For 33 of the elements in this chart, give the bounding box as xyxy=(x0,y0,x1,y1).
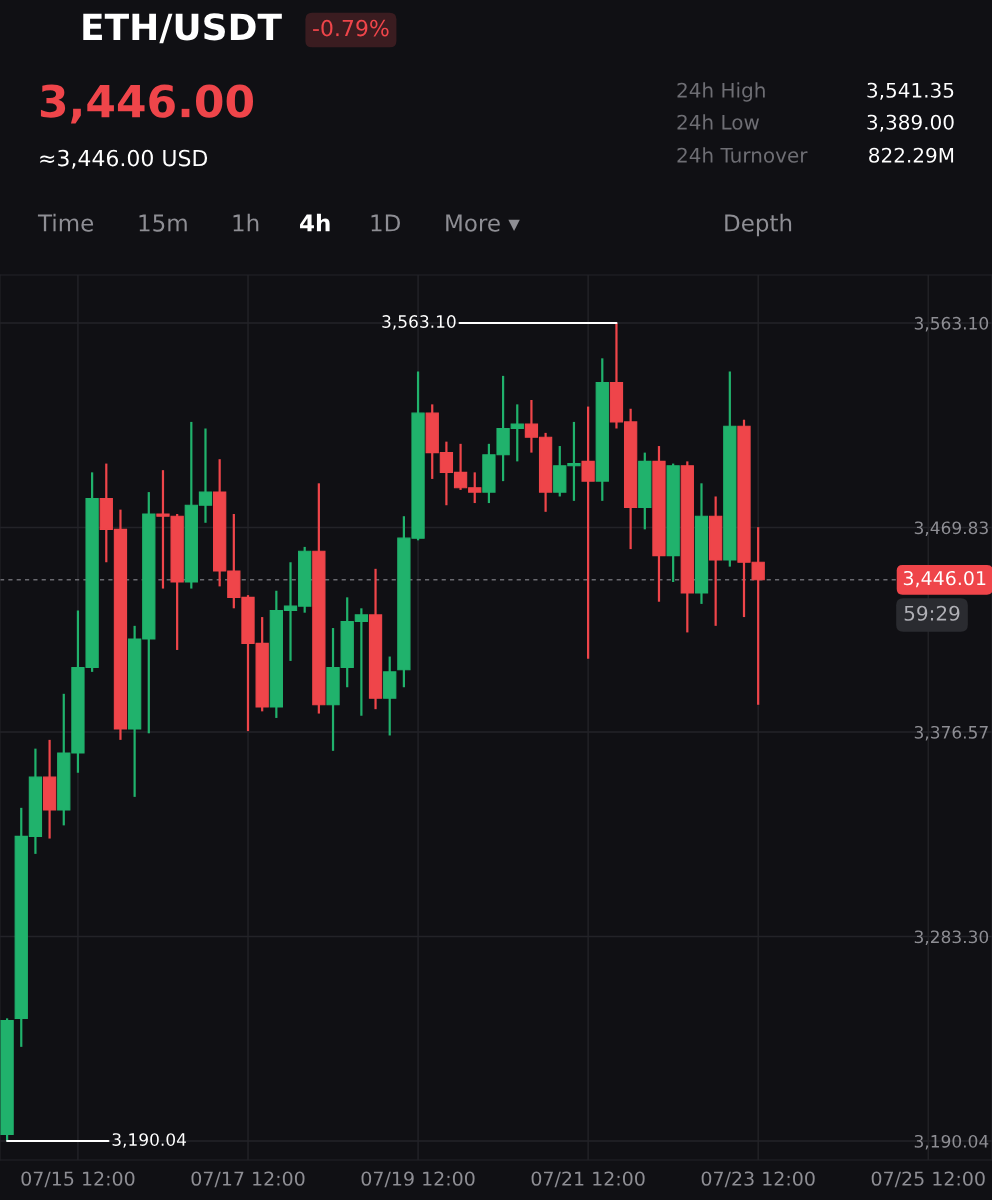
text: 24h High xyxy=(677,82,765,102)
annotation: 3,190.04 xyxy=(112,1133,186,1148)
text: 1D xyxy=(371,214,400,232)
y-tick-label: 3,376.57 xyxy=(914,725,988,741)
text: 24h Low xyxy=(677,114,760,130)
chart-subtitle: -0.79% xyxy=(313,19,389,37)
text: Depth xyxy=(725,213,792,237)
chart-title: ETH/USDT xyxy=(83,13,282,44)
text: 4h xyxy=(300,213,330,232)
y-tick-label: 3,283.30 xyxy=(914,930,989,945)
y-tick-label: 3,469.83 xyxy=(914,521,988,536)
x-tick-label: 07/15 12:00 xyxy=(21,1171,135,1188)
annotation: 59:29 xyxy=(904,605,960,621)
ref-line-label: 3,446.01 xyxy=(903,570,986,588)
x-tick-label: 07/25 12:00 xyxy=(871,1171,985,1188)
candlestick xyxy=(581,405,595,660)
annotation: 3,563.10 xyxy=(382,315,456,330)
text: 822.29M xyxy=(869,147,954,163)
text: 3,446.00 xyxy=(40,84,254,124)
y-tick-label: 3,563.10 xyxy=(914,316,989,332)
x-tick-label: 07/23 12:00 xyxy=(701,1171,815,1188)
text: 3,389.00 xyxy=(867,114,954,132)
text: 15m xyxy=(139,214,187,232)
x-tick-label: 07/17 12:00 xyxy=(191,1171,305,1188)
y-tick-label: 3,190.04 xyxy=(914,1134,989,1150)
x-tick-label: 07/21 12:00 xyxy=(531,1171,645,1188)
text: ≈3,446.00 USD xyxy=(40,149,208,169)
text: More ▾ xyxy=(446,214,520,232)
text: 1h xyxy=(233,213,259,232)
text: Time xyxy=(37,213,94,232)
text: 24h Turnover xyxy=(677,147,808,163)
x-tick-label: 07/19 12:00 xyxy=(361,1171,475,1188)
text: 3,541.35 xyxy=(867,82,954,100)
